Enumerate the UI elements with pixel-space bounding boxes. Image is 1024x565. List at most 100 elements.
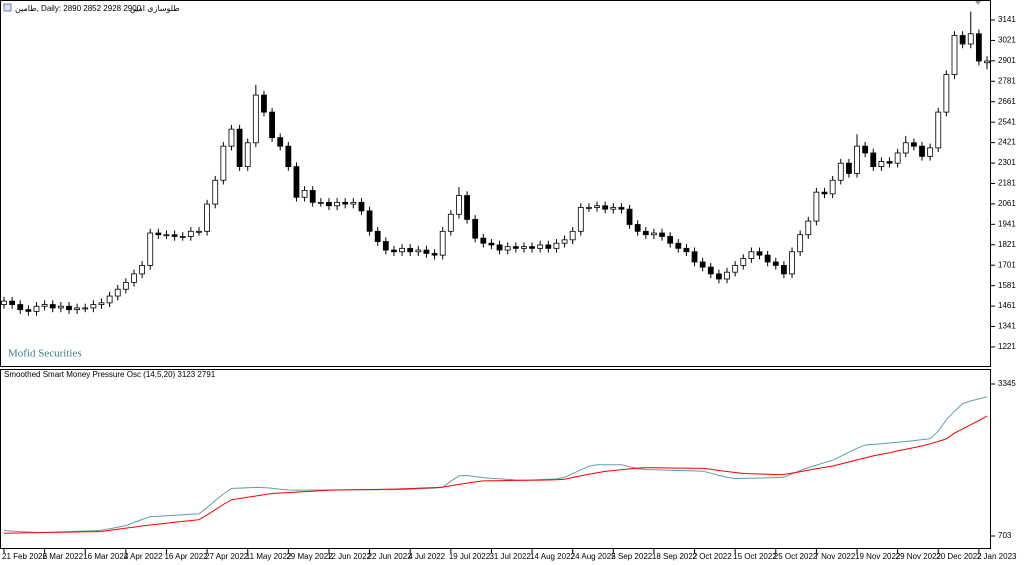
indicator-title: Smoothed Smart Money Pressure Osc (14,5,… bbox=[4, 370, 216, 379]
candle-body bbox=[472, 218, 479, 239]
candle-body bbox=[740, 258, 747, 266]
candle-body bbox=[594, 205, 600, 208]
candle-body bbox=[894, 152, 901, 164]
candle-body bbox=[252, 94, 259, 144]
candle-body bbox=[122, 282, 129, 290]
candle-body bbox=[131, 273, 137, 283]
chart-subtitle: طلوسازی امین bbox=[130, 4, 180, 13]
x-tick-label: 6 Mar 2022 bbox=[43, 552, 84, 561]
x-tick-label: 19 Nov 2022 bbox=[855, 552, 901, 561]
x-tick-label: 4 Jul 2022 bbox=[408, 552, 445, 561]
candle-body bbox=[82, 307, 89, 310]
candle-body bbox=[317, 201, 324, 204]
candle-body bbox=[577, 207, 584, 232]
candle-body bbox=[179, 236, 186, 238]
candle-body bbox=[553, 242, 560, 249]
y-tick-label: 2901 bbox=[998, 56, 1016, 65]
candle-body bbox=[691, 251, 698, 263]
candle-body bbox=[951, 35, 958, 76]
candle-body bbox=[147, 232, 154, 266]
candle-body bbox=[805, 220, 812, 236]
candle-body bbox=[902, 142, 909, 154]
candle-body bbox=[204, 203, 210, 232]
candle-body bbox=[854, 145, 860, 174]
y-tick-label: 1821 bbox=[998, 240, 1016, 249]
x-tick-label: 24 Aug 2022 bbox=[571, 552, 616, 561]
candle-body bbox=[935, 111, 942, 149]
candle-body bbox=[837, 162, 844, 181]
candle-body bbox=[17, 304, 24, 311]
y-tick-label: 3021 bbox=[998, 36, 1016, 45]
candle-body bbox=[634, 224, 641, 232]
candle-body bbox=[642, 230, 649, 236]
candle-body bbox=[1, 300, 7, 305]
x-tick-label: 5 Sep 2022 bbox=[611, 552, 652, 561]
candle-body bbox=[439, 230, 446, 256]
x-tick-label: 16 Mar 2022 bbox=[83, 552, 128, 561]
candle-body bbox=[261, 94, 267, 113]
candle-body bbox=[196, 230, 202, 233]
candle-body bbox=[959, 35, 966, 45]
candle-body bbox=[512, 246, 519, 249]
shift-marker bbox=[975, 1, 981, 5]
candle-body bbox=[529, 246, 535, 249]
y-tick-label: 2301 bbox=[998, 158, 1016, 167]
candle-body bbox=[25, 309, 32, 312]
candle-body bbox=[139, 264, 146, 275]
candle-body bbox=[163, 234, 170, 237]
x-tick-label: 7 Nov 2022 bbox=[814, 552, 855, 561]
candle-body bbox=[967, 33, 974, 45]
candle-body bbox=[456, 195, 462, 215]
candle-body bbox=[610, 207, 617, 210]
candle-body bbox=[813, 191, 820, 222]
candle-body bbox=[781, 264, 787, 275]
candle-body bbox=[90, 304, 97, 309]
chart-title: طامین, Daily: 2890 2852 2928 2900 bbox=[15, 4, 142, 13]
y-tick-label: 2781 bbox=[998, 76, 1016, 85]
y-tick-label: 2661 bbox=[998, 97, 1016, 106]
candle-body bbox=[236, 128, 243, 168]
candle-body bbox=[716, 273, 722, 280]
candle-body bbox=[504, 246, 511, 251]
candle-body bbox=[277, 137, 284, 147]
candle-body bbox=[537, 244, 544, 249]
candle-body bbox=[927, 147, 934, 157]
candle-body bbox=[626, 208, 633, 225]
candle-body bbox=[724, 271, 730, 280]
candle-body bbox=[878, 161, 885, 168]
candle-body bbox=[399, 247, 405, 253]
candle-body bbox=[301, 190, 308, 198]
candle-body bbox=[984, 60, 990, 64]
x-tick-label: 16 Apr 2022 bbox=[164, 552, 208, 561]
candle-body bbox=[220, 145, 227, 181]
y-tick-label: 2181 bbox=[998, 179, 1016, 188]
x-tick-label: 31 Jul 2022 bbox=[489, 552, 531, 561]
candle-body bbox=[342, 201, 349, 205]
x-tick-label: 12 Jun 2022 bbox=[327, 552, 372, 561]
candle-body bbox=[285, 145, 292, 168]
candle-body bbox=[57, 305, 64, 309]
candle-body bbox=[391, 249, 397, 253]
indicator-panel bbox=[0, 369, 991, 549]
y-tick-label: 1221 bbox=[998, 342, 1016, 351]
candle-body bbox=[382, 241, 389, 251]
y-tick-label: 1341 bbox=[998, 322, 1016, 331]
candle-body bbox=[293, 166, 300, 198]
chart-icon bbox=[3, 3, 12, 12]
candle-body bbox=[269, 111, 275, 139]
candle-body bbox=[618, 207, 625, 210]
candle-body bbox=[431, 253, 438, 256]
candle-body bbox=[756, 251, 763, 256]
x-tick-label: 11 May 2022 bbox=[246, 552, 292, 561]
indicator-line bbox=[3, 396, 988, 533]
candle-body bbox=[569, 230, 576, 241]
candle-body bbox=[845, 162, 852, 174]
candle-body bbox=[651, 232, 657, 236]
x-tick-label: 19 Jul 2022 bbox=[449, 552, 491, 561]
x-tick-label: 15 Oct 2022 bbox=[733, 552, 777, 561]
y-tick-label: 3345 bbox=[998, 379, 1016, 388]
candle-body bbox=[212, 179, 219, 205]
candle-body bbox=[309, 190, 316, 203]
y-tick-label: 2421 bbox=[998, 138, 1016, 147]
main-panel bbox=[0, 0, 991, 367]
